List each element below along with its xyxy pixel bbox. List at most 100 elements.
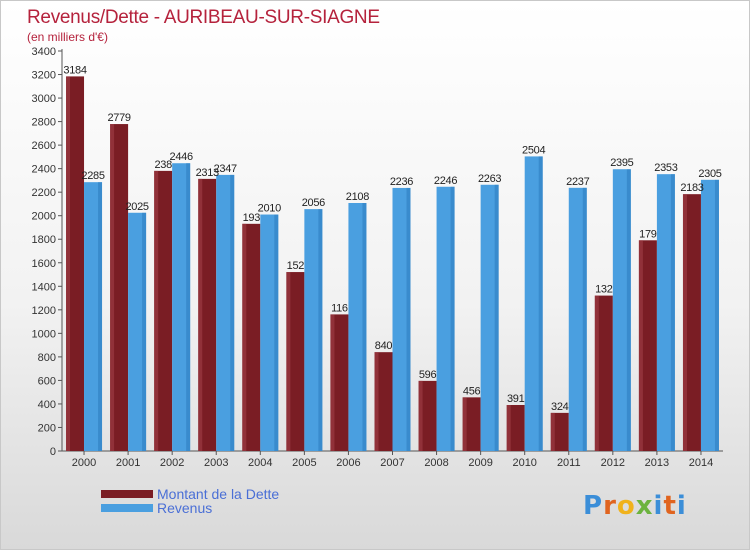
legend-label-revenus: Revenus [157, 500, 213, 516]
bar-revenus-shade [714, 179, 719, 451]
bar-revenus-shade [142, 212, 147, 451]
data-label-dette: 152 [287, 260, 305, 272]
x-tick-label: 2006 [336, 457, 360, 469]
bar-revenus-shade [362, 203, 367, 451]
y-tick-label: 3000 [32, 93, 56, 105]
bar-dette-highlight [198, 178, 203, 451]
bar-revenus-shade [626, 169, 631, 451]
data-label-dette: 193 [243, 212, 261, 224]
data-label-dette: 840 [375, 340, 393, 352]
bar-revenus-shade [670, 174, 675, 452]
legend-label-dette: Montant de la Dette [157, 486, 280, 502]
bar-revenus [392, 187, 411, 452]
bar-revenus [700, 179, 719, 451]
bar-dette [110, 124, 129, 451]
bar-revenus [128, 212, 147, 451]
bar-dette [462, 397, 481, 451]
data-label-revenus: 2108 [346, 191, 369, 203]
y-tick-label: 1800 [32, 234, 56, 246]
x-tick-label: 2003 [204, 457, 228, 469]
bar-revenus [524, 156, 543, 452]
bar-dette [198, 178, 217, 451]
data-label-dette: 116 [331, 302, 348, 314]
chart-subtitle: (en milliers d'€) [27, 30, 108, 44]
data-label-revenus: 2305 [698, 168, 721, 180]
y-tick-label: 2800 [32, 117, 56, 129]
y-tick-label: 0 [50, 446, 56, 458]
bar-dette-highlight [506, 405, 511, 451]
bar-dette [330, 314, 349, 451]
y-tick-label: 2200 [32, 187, 56, 199]
data-label-revenus: 2285 [81, 170, 104, 182]
bar-dette-highlight [594, 295, 599, 451]
bar-revenus-shade [98, 182, 103, 452]
bar-revenus [348, 203, 367, 451]
bar-dette-highlight [682, 194, 687, 452]
legend-swatch-revenus [101, 504, 153, 512]
data-label-revenus: 2353 [654, 162, 677, 174]
bar-dette-highlight [418, 380, 423, 451]
data-label-revenus: 2347 [214, 163, 237, 175]
x-tick-label: 2005 [292, 457, 316, 469]
bar-revenus [480, 184, 499, 451]
bar-dette-highlight [638, 240, 643, 451]
data-label-revenus: 2010 [258, 203, 281, 215]
y-tick-label: 800 [38, 352, 56, 364]
x-tick-label: 2002 [160, 457, 184, 469]
bar-revenus-shade [538, 156, 543, 452]
y-tick-label: 3200 [32, 70, 56, 82]
bar-dette-highlight [550, 412, 555, 451]
x-tick-label: 2004 [248, 457, 272, 469]
data-label-dette: 391 [507, 393, 525, 405]
bar-revenus [612, 169, 631, 451]
bar-revenus [260, 214, 279, 451]
bar-revenus [216, 174, 235, 451]
bar-revenus [172, 163, 191, 451]
bar-dette-highlight [66, 76, 71, 451]
chart-title: Revenus/Dette - AURIBEAU-SUR-SIAGNE [27, 7, 380, 28]
bar-dette-highlight [286, 272, 291, 451]
y-tick-label: 3400 [32, 46, 56, 58]
bar-revenus-shade [450, 186, 455, 451]
legend-item-revenus: Revenus [101, 500, 279, 516]
data-label-revenus: 2237 [566, 176, 589, 188]
bar-dette-highlight [462, 397, 467, 451]
bar-dette-highlight [154, 170, 159, 451]
bar-dette [506, 405, 525, 451]
data-label-revenus: 2025 [125, 201, 148, 213]
y-tick-label: 200 [38, 422, 56, 434]
x-tick-label: 2014 [689, 457, 713, 469]
data-label-dette: 132 [595, 284, 613, 296]
x-tick-label: 2001 [116, 457, 140, 469]
x-tick-label: 2012 [601, 457, 625, 469]
bar-revenus [304, 209, 323, 451]
bar-revenus [656, 174, 675, 452]
bar-revenus-shade [494, 184, 499, 451]
y-tick-label: 400 [38, 399, 56, 411]
bar-dette-highlight [110, 124, 115, 451]
x-tick-label: 2010 [512, 457, 536, 469]
data-label-revenus: 2395 [610, 157, 633, 169]
bar-revenus-shade [274, 214, 279, 451]
bar-dette [682, 194, 701, 452]
x-tick-label: 2007 [380, 457, 404, 469]
bar-revenus [84, 182, 103, 452]
bar-dette [638, 240, 657, 451]
proxiti-logo: Proxiti [583, 491, 687, 521]
bar-dette [550, 412, 569, 451]
y-tick-label: 600 [38, 375, 56, 387]
bar-dette [242, 223, 261, 451]
data-label-revenus: 2246 [434, 175, 457, 187]
data-label-dette: 2779 [107, 112, 130, 124]
legend-item-dette: Montant de la Dette [101, 486, 280, 502]
data-label-dette: 238 [154, 159, 172, 171]
data-label-dette: 3184 [63, 64, 86, 76]
bar-revenus-shade [230, 174, 235, 451]
data-label-revenus: 2263 [478, 173, 501, 185]
x-tick-label: 2011 [557, 457, 581, 469]
data-label-dette: 456 [463, 385, 481, 397]
data-label-dette: 2313 [196, 167, 219, 179]
bar-dette [286, 272, 305, 451]
